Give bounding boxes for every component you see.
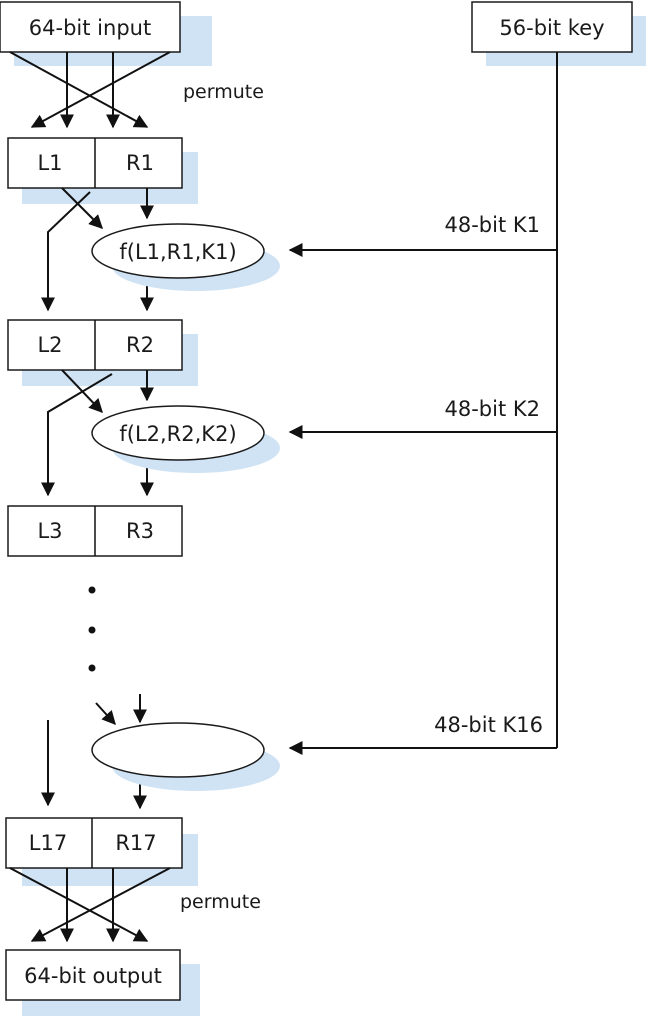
round2-left: L2	[37, 333, 62, 357]
round2-wires	[41, 369, 557, 497]
f1-label: f(L1,R1,K1)	[119, 240, 236, 264]
k16-label: 48-bit K16	[434, 713, 543, 737]
input-label: 64-bit input	[29, 16, 151, 40]
final-left: L17	[29, 831, 67, 855]
initial-permutation-wires	[9, 51, 171, 129]
final-box	[5, 817, 183, 869]
permute-top-label: permute	[183, 81, 264, 103]
final-right: R17	[115, 831, 156, 855]
k2-label: 48-bit K2	[444, 397, 540, 421]
round1-right: R1	[126, 151, 154, 175]
round3-left: L3	[37, 519, 62, 543]
output-box	[5, 949, 181, 1001]
round3-right: R3	[126, 519, 154, 543]
input-box	[0, 1, 181, 53]
ellipsis-dots	[88, 586, 96, 672]
round1-wires	[41, 187, 557, 312]
key-box	[471, 1, 633, 53]
round2-right: R2	[126, 333, 154, 357]
f2-label: f(L2,R2,K2)	[119, 422, 236, 446]
f1-ellipse	[91, 223, 265, 279]
key-label: 56-bit key	[499, 16, 604, 40]
k1-label: 48-bit K1	[444, 213, 540, 237]
f2-ellipse	[91, 405, 265, 461]
permute-bottom-label: permute	[180, 891, 261, 913]
output-label: 64-bit output	[24, 964, 162, 988]
round1-left: L1	[37, 151, 62, 175]
f16-ellipse	[91, 722, 265, 778]
final-permutation-wires	[9, 867, 171, 943]
